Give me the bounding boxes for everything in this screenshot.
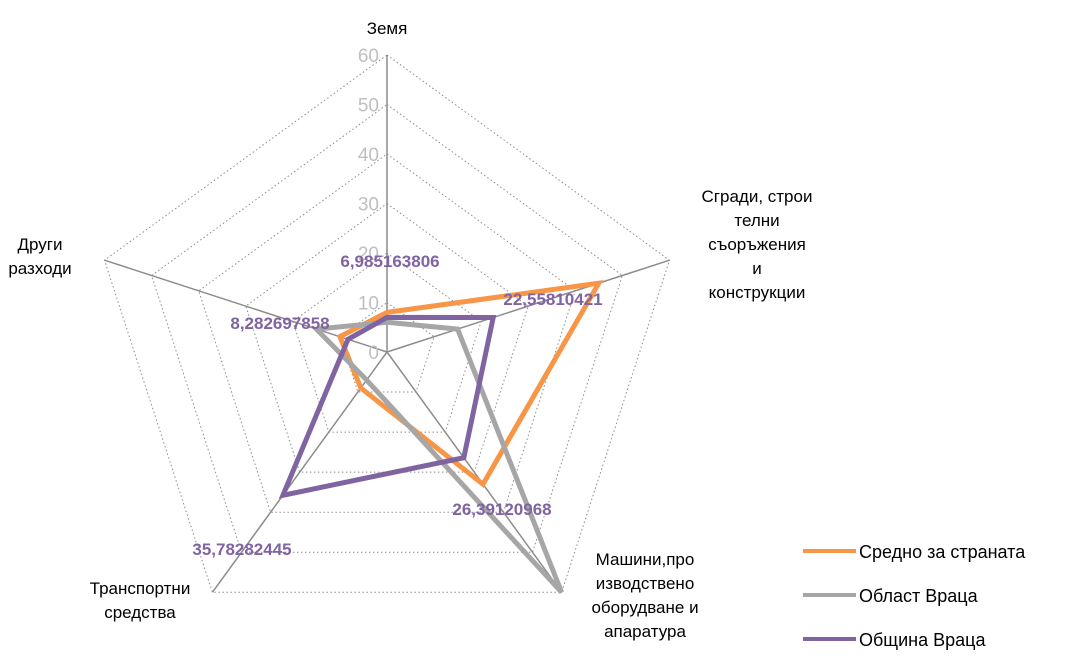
data-label-1: 22,55810421 xyxy=(503,290,602,309)
grid-ring-2 xyxy=(292,252,482,433)
category-label-4: Други разходи xyxy=(8,235,71,278)
series-line-2 xyxy=(278,314,497,499)
radar-spoke-1 xyxy=(386,259,670,353)
data-label-3: 35,78282445 xyxy=(192,540,291,559)
series-line-0 xyxy=(336,280,604,488)
radar-data-labels: 6,985163806 22,55810421 26,39120968 35,7828… xyxy=(192,252,602,559)
radar-series xyxy=(278,280,604,594)
grid-ring-1 xyxy=(339,301,435,393)
grid-ring-5 xyxy=(151,103,623,553)
category-label-3: Транспортни средства xyxy=(90,579,191,622)
data-label-0: 6,985163806 xyxy=(340,252,439,271)
chart-legend: Средно за страната Област Враца Община Вра… xyxy=(803,542,1026,650)
category-label-1: Сгради, строи телни съоръжения и конструкции xyxy=(702,187,813,302)
radar-spoke-3 xyxy=(211,351,388,593)
legend-label-2: Община Враца xyxy=(859,630,986,650)
tick-label-40: 40 xyxy=(358,145,379,166)
radar-spoke-4 xyxy=(104,259,388,353)
tick-label-50: 50 xyxy=(358,96,379,117)
category-label-0: Земя xyxy=(367,19,408,38)
tick-label-20: 20 xyxy=(358,244,379,265)
series-line-1 xyxy=(310,319,564,594)
radar-tick-labels: 0 10 20 30 40 50 60 xyxy=(358,46,379,364)
data-label-4: 8,282697858 xyxy=(230,314,329,333)
legend-label-0: Средно за страната xyxy=(859,542,1026,562)
grid-ring-6 xyxy=(103,54,671,593)
category-label-2: Машини,про изводствено оборудване и апарату… xyxy=(591,550,698,641)
data-label-2: 26,39120968 xyxy=(452,500,551,519)
legend-label-1: Област Враца xyxy=(859,586,979,606)
tick-label-60: 60 xyxy=(358,46,379,67)
tick-label-10: 10 xyxy=(358,294,379,315)
radar-axes xyxy=(104,55,670,593)
tick-label-0: 0 xyxy=(368,343,379,364)
radar-spoke-2 xyxy=(386,351,563,593)
tick-label-30: 30 xyxy=(358,195,379,216)
radar-category-labels: Земя Сгради, строи телни съоръжения и констру… xyxy=(8,19,812,641)
